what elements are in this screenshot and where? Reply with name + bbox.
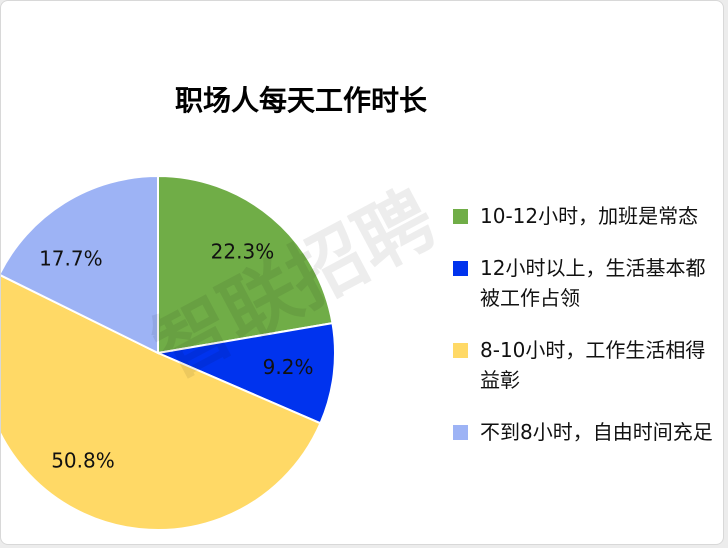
legend-item: 8-10小时，工作生活相得益彰 [453, 335, 720, 395]
chart-title: 职场人每天工作时长 [174, 84, 427, 117]
legend: 10-12小时，加班是常态 12小时以上，生活基本都被工作占领 8-10小时，工… [453, 201, 723, 469]
legend-swatch [453, 343, 468, 358]
legend-swatch [453, 261, 468, 276]
legend-label: 10-12小时，加班是常态 [480, 204, 699, 228]
data-label: 17.7% [39, 246, 103, 270]
legend-label: 不到8小时，自由时间充足 [480, 420, 713, 444]
legend-item: 12小时以上，生活基本都被工作占领 [453, 253, 720, 313]
legend-label: 12小时以上，生活基本都被工作占领 [480, 256, 706, 310]
pie-slice [154, 321, 336, 425]
data-label: 22.3% [211, 239, 275, 263]
legend-item: 不到8小时，自由时间充足 [453, 417, 720, 447]
pie-slice [1, 174, 159, 355]
legend-swatch [453, 425, 468, 440]
data-label: 50.8% [51, 448, 115, 472]
pie-slice [1, 274, 322, 531]
legend-label: 8-10小时，工作生活相得益彰 [480, 338, 706, 392]
data-label: 9.2% [263, 355, 314, 379]
pie-slice [157, 174, 334, 355]
legend-swatch [453, 209, 468, 224]
legend-item: 10-12小时，加班是常态 [453, 201, 720, 231]
